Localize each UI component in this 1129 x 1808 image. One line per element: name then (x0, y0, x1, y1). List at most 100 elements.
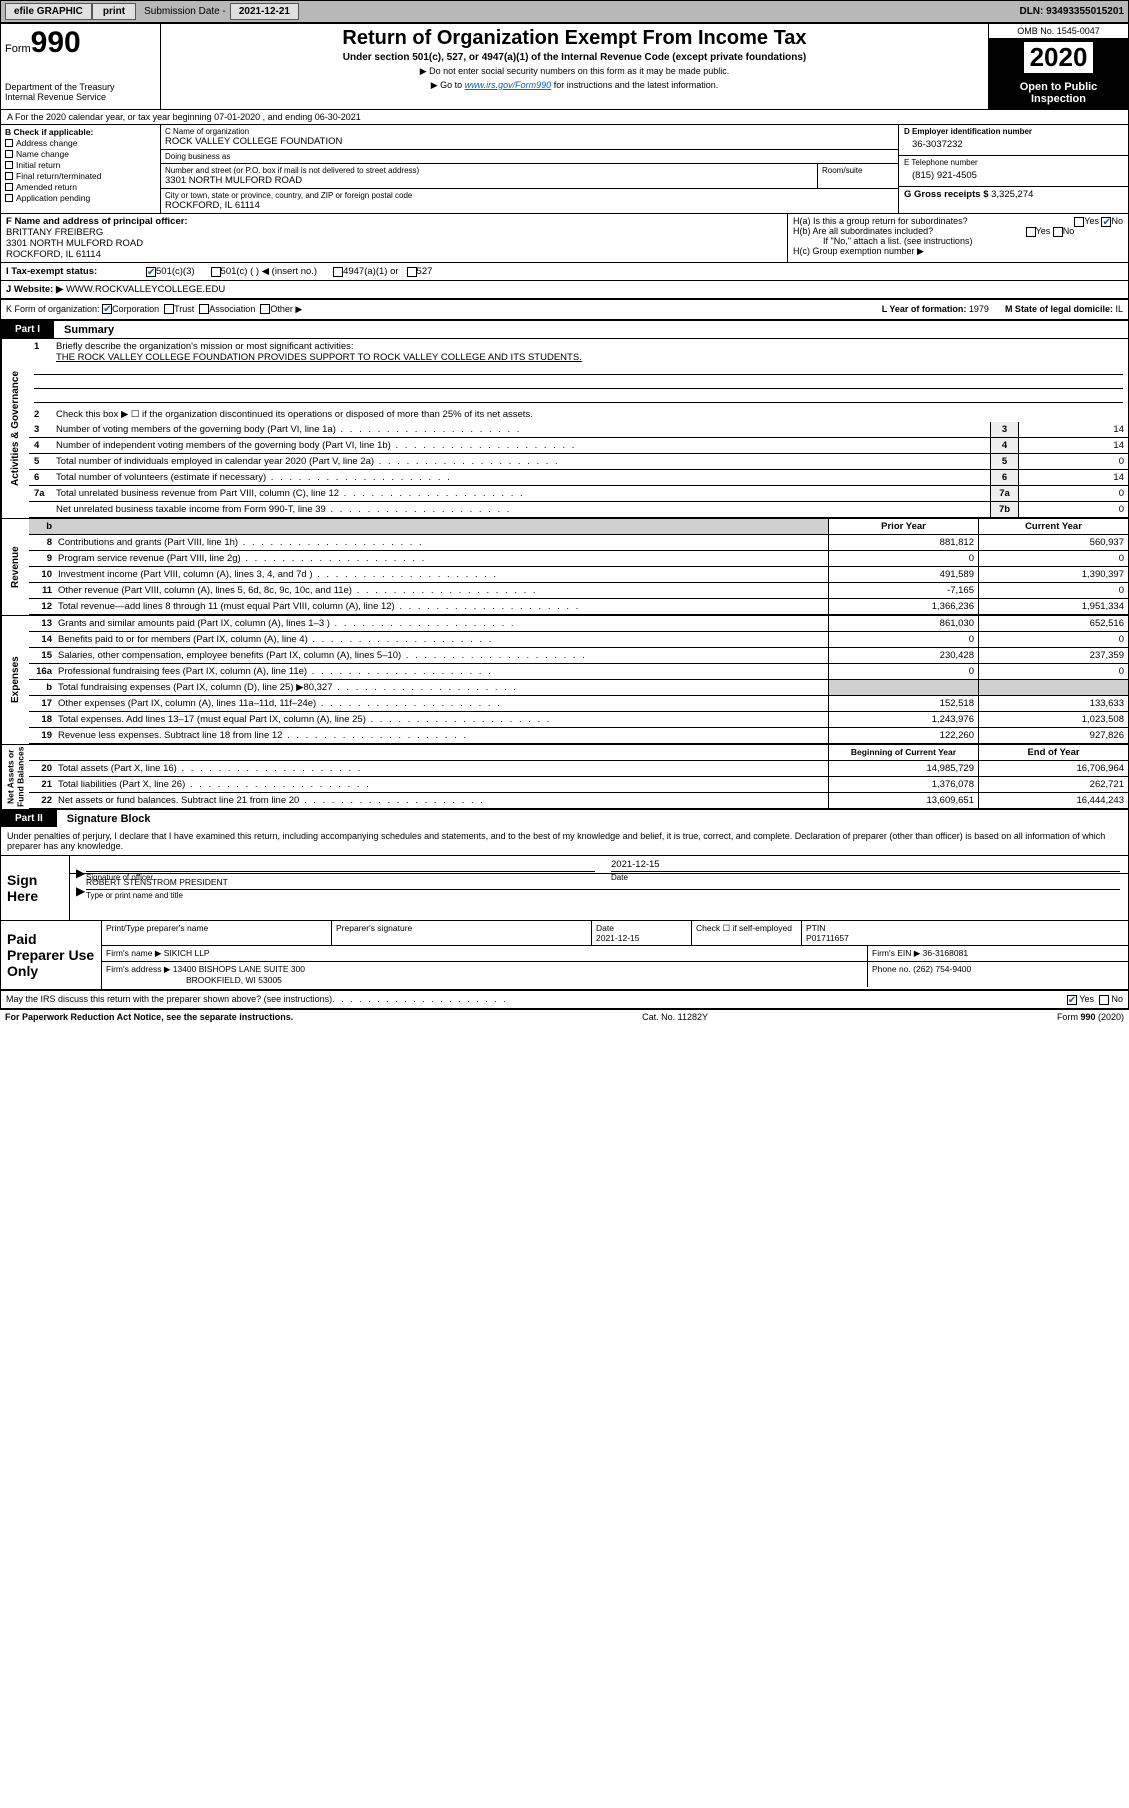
col-de: D Employer identification number 36-3037… (898, 125, 1128, 213)
chk-name-change[interactable]: Name change (5, 149, 156, 159)
chk-4947[interactable] (333, 267, 343, 277)
fin-line-10: 10Investment income (Part VIII, column (… (29, 567, 1128, 583)
discuss-row: May the IRS discuss this return with the… (1, 991, 1128, 1008)
ag-line-4: 4Number of independent voting members of… (29, 438, 1128, 454)
chk-initial-return[interactable]: Initial return (5, 160, 156, 170)
chk-app-pending[interactable]: Application pending (5, 193, 156, 203)
discuss-yes-check[interactable] (1067, 995, 1077, 1005)
col-c-org: C Name of organization ROCK VALLEY COLLE… (161, 125, 898, 213)
officer-signature-field[interactable]: ▶Signature of officer (86, 871, 595, 872)
org-name-box: C Name of organization ROCK VALLEY COLLE… (161, 125, 898, 150)
k-label: K Form of organization: (6, 304, 100, 315)
q2-checkbox: 2Check this box ▶ ☐ if the organization … (29, 407, 1128, 422)
fin-line-11: 11Other revenue (Part VIII, column (A), … (29, 583, 1128, 599)
row-klm: K Form of organization: Corporation Trus… (1, 300, 1128, 321)
b-header: B Check if applicable: (5, 127, 156, 137)
summary-ag: Activities & Governance 1Briefly describ… (1, 338, 1128, 518)
sign-here-label: Sign Here (1, 856, 69, 920)
officer-addr1: 3301 NORTH MULFORD ROAD (6, 238, 782, 249)
chk-final-return[interactable]: Final return/terminated (5, 171, 156, 181)
fin-line-22: 22Net assets or fund balances. Subtract … (29, 793, 1128, 809)
chk-corp[interactable] (102, 304, 112, 314)
prep-row2: Firm's name ▶ SIKICH LLP Firm's EIN ▶ 36… (102, 946, 1128, 962)
summary-netassets: Net Assets or Fund Balances Beginning of… (1, 744, 1128, 810)
prior-year-hdr: Prior Year (828, 519, 978, 534)
chk-assoc[interactable] (199, 304, 209, 314)
part1-tag: Part I (1, 321, 54, 338)
chk-other[interactable] (260, 304, 270, 314)
chk-501c3[interactable] (146, 267, 156, 277)
room-box: Room/suite (818, 164, 898, 188)
ag-line-5: 5Total number of individuals employed in… (29, 454, 1128, 470)
mission-text: THE ROCK VALLEY COLLEGE FOUNDATION PROVI… (56, 352, 582, 363)
part2-title: Signature Block (67, 813, 151, 825)
firm-name: SIKICH LLP (164, 948, 210, 958)
vside-na: Net Assets or Fund Balances (1, 745, 29, 809)
fin-line-17: 17Other expenses (Part IX, column (A), l… (29, 696, 1128, 712)
na-cy-hdr: End of Year (978, 745, 1128, 760)
vside-ag: Activities & Governance (1, 339, 29, 518)
firm-addr2: BROOKFIELD, WI 53005 (106, 975, 863, 985)
hb-yes-check[interactable] (1026, 227, 1036, 237)
ag-line-7b: Net unrelated business taxable income fr… (29, 502, 1128, 518)
cat-no: Cat. No. 11282Y (642, 1012, 708, 1022)
ha-no-check[interactable] (1101, 217, 1111, 227)
ein-value: 36-3037232 (904, 136, 1123, 153)
firm-ein: 36-3168081 (923, 948, 968, 958)
na-py-hdr: Beginning of Current Year (828, 745, 978, 760)
prep-row3: Firm's address ▶ 13400 BISHOPS LANE SUIT… (102, 962, 1128, 987)
discuss-no-check[interactable] (1099, 995, 1109, 1005)
hb-no-check[interactable] (1053, 227, 1063, 237)
fin-line-18: 18Total expenses. Add lines 13–17 (must … (29, 712, 1128, 728)
subdate-label: Submission Date - (144, 6, 226, 17)
efile-label: efile GRAPHIC (5, 3, 92, 20)
city-value: ROCKFORD, IL 61114 (165, 200, 894, 211)
chk-527[interactable] (407, 267, 417, 277)
checkbox-icon (5, 150, 13, 158)
row-i-status: I Tax-exempt status: 501(c)(3) 501(c) ( … (1, 263, 1128, 281)
dln-value: DLN: 93493355015201 (1019, 6, 1124, 17)
part2-header: Part II Signature Block (1, 810, 1128, 827)
section-bcdefg: B Check if applicable: Address change Na… (1, 125, 1128, 214)
checkbox-icon (5, 194, 13, 202)
chk-amended[interactable]: Amended return (5, 182, 156, 192)
sign-here-section: Sign Here ▶Signature of officer 2021-12-… (1, 856, 1128, 921)
print-button[interactable]: print (92, 3, 136, 20)
form-header: Form990 Department of the Treasury Inter… (1, 24, 1128, 110)
chk-address-change[interactable]: Address change (5, 138, 156, 148)
chk-501c[interactable] (211, 267, 221, 277)
form-ref: Form 990 (2020) (1057, 1012, 1124, 1022)
note-ssn: ▶ Do not enter social security numbers o… (164, 66, 985, 77)
form-number: 990 (31, 26, 81, 60)
officer-addr2: ROCKFORD, IL 61114 (6, 249, 782, 260)
ha-yes-check[interactable] (1074, 217, 1084, 227)
phone-value: (815) 921-4505 (904, 167, 1123, 184)
j-label: J Website: ▶ (6, 284, 63, 295)
vside-exp: Expenses (1, 616, 29, 744)
part1-header: Part I Summary (1, 321, 1128, 338)
website-value: WWW.ROCKVALLEYCOLLEGE.EDU (66, 284, 225, 295)
ag-line-3: 3Number of voting members of the governi… (29, 422, 1128, 438)
officer-name-field: ▶ROBERT STENSTROM PRESIDENTType or print… (86, 889, 1120, 890)
col-b-checkboxes: B Check if applicable: Address change Na… (1, 125, 161, 213)
form-subtitle: Under section 501(c), 527, or 4947(a)(1)… (164, 52, 985, 63)
year-box: 2020 (989, 39, 1128, 77)
hc-row: H(c) Group exemption number ▶ (793, 246, 1123, 257)
fin-line-8: 8Contributions and grants (Part VIII, li… (29, 535, 1128, 551)
b-cell: b (29, 519, 55, 534)
summary-revenue: Revenue b Prior Year Current Year 8Contr… (1, 518, 1128, 615)
f-label: F Name and address of principal officer: (6, 216, 782, 227)
footer: For Paperwork Reduction Act Notice, see … (0, 1009, 1129, 1024)
irs-link[interactable]: www.irs.gov/Form990 (465, 80, 552, 90)
i-label: I Tax-exempt status: (6, 266, 146, 277)
omb-number: OMB No. 1545-0047 (989, 24, 1128, 39)
subdate-value: 2021-12-21 (230, 3, 299, 20)
fin-header-row: b Prior Year Current Year (29, 519, 1128, 535)
header-left: Form990 Department of the Treasury Inter… (1, 24, 161, 109)
hb-row: H(b) Are all subordinates included?Yes N… (793, 226, 1123, 236)
row-a-taxyear: A For the 2020 calendar year, or tax yea… (1, 110, 1128, 125)
ag-line-7a: 7aTotal unrelated business revenue from … (29, 486, 1128, 502)
checkbox-icon (5, 139, 13, 147)
chk-trust[interactable] (164, 304, 174, 314)
firm-phone: (262) 754-9400 (913, 964, 971, 974)
